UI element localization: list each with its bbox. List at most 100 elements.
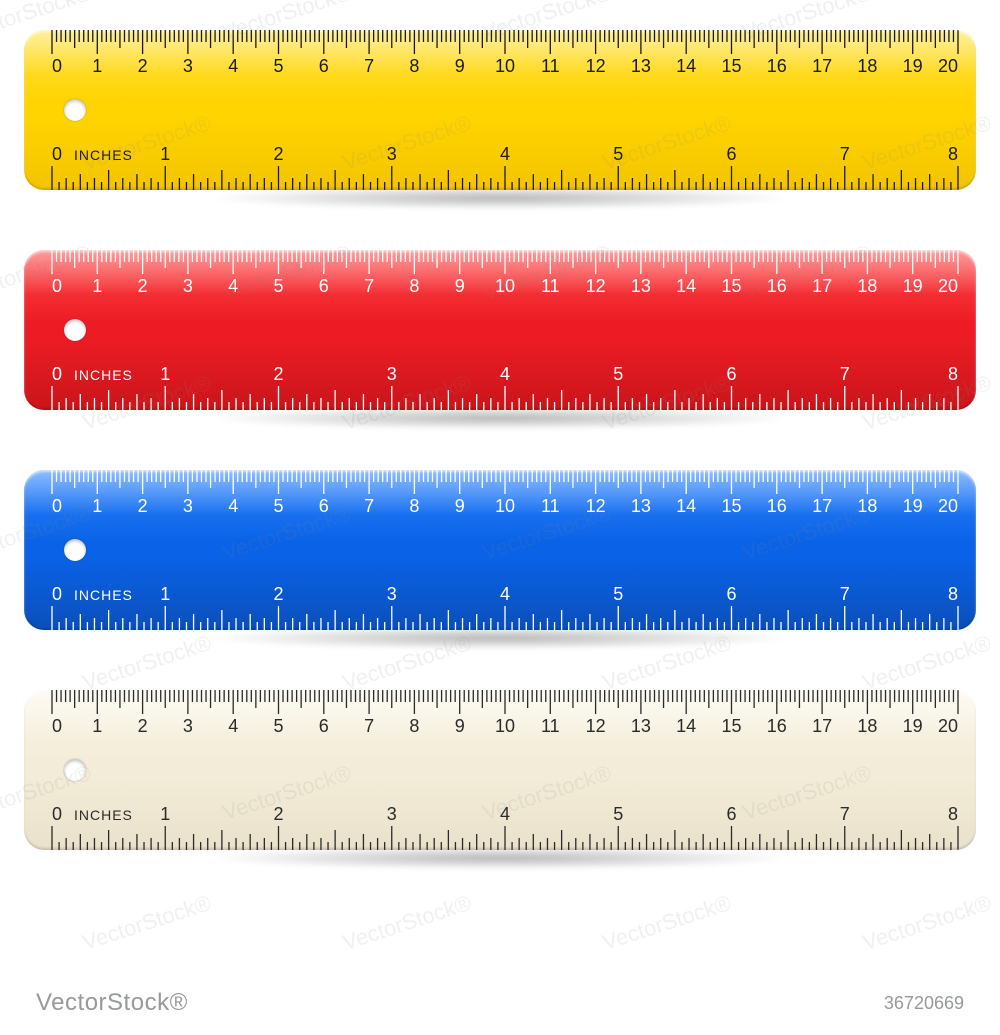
svg-text:INCHES: INCHES bbox=[74, 807, 133, 823]
svg-text:2: 2 bbox=[273, 144, 283, 164]
svg-text:8: 8 bbox=[948, 144, 958, 164]
svg-text:7: 7 bbox=[364, 276, 374, 296]
footer-id: 36720669 bbox=[884, 993, 964, 1014]
svg-text:15: 15 bbox=[721, 276, 741, 296]
svg-text:17: 17 bbox=[812, 276, 832, 296]
svg-text:1: 1 bbox=[92, 276, 102, 296]
svg-text:6: 6 bbox=[319, 496, 329, 516]
svg-text:19: 19 bbox=[903, 276, 923, 296]
svg-text:6: 6 bbox=[726, 584, 736, 604]
svg-text:2: 2 bbox=[138, 276, 148, 296]
svg-text:0: 0 bbox=[52, 804, 62, 824]
svg-text:3: 3 bbox=[183, 276, 193, 296]
svg-text:14: 14 bbox=[676, 496, 696, 516]
svg-text:19: 19 bbox=[903, 56, 923, 76]
svg-text:INCHES: INCHES bbox=[74, 367, 133, 383]
svg-text:1: 1 bbox=[92, 496, 102, 516]
svg-text:14: 14 bbox=[676, 276, 696, 296]
svg-text:INCHES: INCHES bbox=[74, 147, 133, 163]
svg-text:0: 0 bbox=[52, 716, 62, 736]
svg-text:15: 15 bbox=[721, 716, 741, 736]
ruler-blue: 0123456789101112131415161718192001234567… bbox=[24, 470, 976, 630]
svg-text:20: 20 bbox=[938, 56, 958, 76]
svg-text:9: 9 bbox=[455, 496, 465, 516]
svg-text:11: 11 bbox=[541, 716, 560, 736]
svg-text:7: 7 bbox=[364, 56, 374, 76]
svg-text:4: 4 bbox=[228, 716, 238, 736]
svg-text:4: 4 bbox=[228, 496, 238, 516]
svg-text:7: 7 bbox=[364, 496, 374, 516]
svg-text:1: 1 bbox=[160, 584, 170, 604]
hole-icon bbox=[64, 539, 86, 561]
svg-text:4: 4 bbox=[500, 144, 510, 164]
svg-text:4: 4 bbox=[228, 276, 238, 296]
svg-text:13: 13 bbox=[631, 276, 651, 296]
svg-text:7: 7 bbox=[840, 364, 850, 384]
ruler-body: 0123456789101112131415161718192001234567… bbox=[24, 250, 976, 410]
svg-text:18: 18 bbox=[857, 276, 877, 296]
svg-text:0: 0 bbox=[52, 276, 62, 296]
svg-text:12: 12 bbox=[586, 496, 606, 516]
svg-text:15: 15 bbox=[721, 56, 741, 76]
svg-text:5: 5 bbox=[613, 364, 623, 384]
svg-text:13: 13 bbox=[631, 56, 651, 76]
svg-text:2: 2 bbox=[273, 804, 283, 824]
footer-site: VectorStock® bbox=[36, 989, 188, 1017]
svg-text:6: 6 bbox=[726, 804, 736, 824]
svg-text:14: 14 bbox=[676, 56, 696, 76]
svg-text:6: 6 bbox=[319, 276, 329, 296]
svg-text:3: 3 bbox=[387, 804, 397, 824]
svg-text:5: 5 bbox=[613, 584, 623, 604]
svg-text:9: 9 bbox=[455, 276, 465, 296]
svg-text:2: 2 bbox=[273, 584, 283, 604]
svg-text:11: 11 bbox=[541, 56, 560, 76]
svg-text:8: 8 bbox=[409, 716, 419, 736]
svg-text:10: 10 bbox=[495, 56, 515, 76]
svg-text:4: 4 bbox=[500, 364, 510, 384]
svg-text:6: 6 bbox=[319, 56, 329, 76]
svg-text:8: 8 bbox=[948, 804, 958, 824]
svg-text:3: 3 bbox=[183, 496, 193, 516]
svg-text:20: 20 bbox=[938, 716, 958, 736]
svg-text:9: 9 bbox=[455, 56, 465, 76]
svg-text:5: 5 bbox=[273, 276, 283, 296]
svg-text:19: 19 bbox=[903, 496, 923, 516]
svg-text:16: 16 bbox=[767, 56, 787, 76]
svg-text:10: 10 bbox=[495, 496, 515, 516]
svg-text:7: 7 bbox=[840, 584, 850, 604]
svg-text:11: 11 bbox=[541, 496, 560, 516]
svg-text:2: 2 bbox=[138, 716, 148, 736]
svg-text:6: 6 bbox=[319, 716, 329, 736]
svg-text:19: 19 bbox=[903, 716, 923, 736]
svg-text:16: 16 bbox=[767, 716, 787, 736]
svg-text:11: 11 bbox=[541, 276, 560, 296]
svg-text:0: 0 bbox=[52, 496, 62, 516]
ruler-yellow: 0123456789101112131415161718192001234567… bbox=[24, 30, 976, 190]
svg-text:16: 16 bbox=[767, 496, 787, 516]
svg-text:1: 1 bbox=[160, 804, 170, 824]
svg-text:20: 20 bbox=[938, 496, 958, 516]
svg-text:3: 3 bbox=[183, 56, 193, 76]
svg-text:8: 8 bbox=[409, 56, 419, 76]
svg-text:5: 5 bbox=[613, 804, 623, 824]
svg-text:1: 1 bbox=[160, 144, 170, 164]
svg-text:7: 7 bbox=[840, 144, 850, 164]
svg-text:8: 8 bbox=[409, 496, 419, 516]
svg-text:3: 3 bbox=[387, 364, 397, 384]
svg-text:10: 10 bbox=[495, 716, 515, 736]
svg-text:14: 14 bbox=[676, 716, 696, 736]
svg-text:5: 5 bbox=[613, 144, 623, 164]
svg-text:3: 3 bbox=[387, 584, 397, 604]
svg-text:12: 12 bbox=[586, 276, 606, 296]
svg-text:1: 1 bbox=[160, 364, 170, 384]
svg-text:6: 6 bbox=[726, 364, 736, 384]
svg-text:16: 16 bbox=[767, 276, 787, 296]
svg-text:4: 4 bbox=[228, 56, 238, 76]
svg-text:8: 8 bbox=[948, 584, 958, 604]
svg-text:18: 18 bbox=[857, 716, 877, 736]
svg-text:5: 5 bbox=[273, 56, 283, 76]
ruler-body: 0123456789101112131415161718192001234567… bbox=[24, 690, 976, 850]
svg-text:8: 8 bbox=[409, 276, 419, 296]
svg-text:1: 1 bbox=[92, 716, 102, 736]
svg-text:2: 2 bbox=[138, 496, 148, 516]
